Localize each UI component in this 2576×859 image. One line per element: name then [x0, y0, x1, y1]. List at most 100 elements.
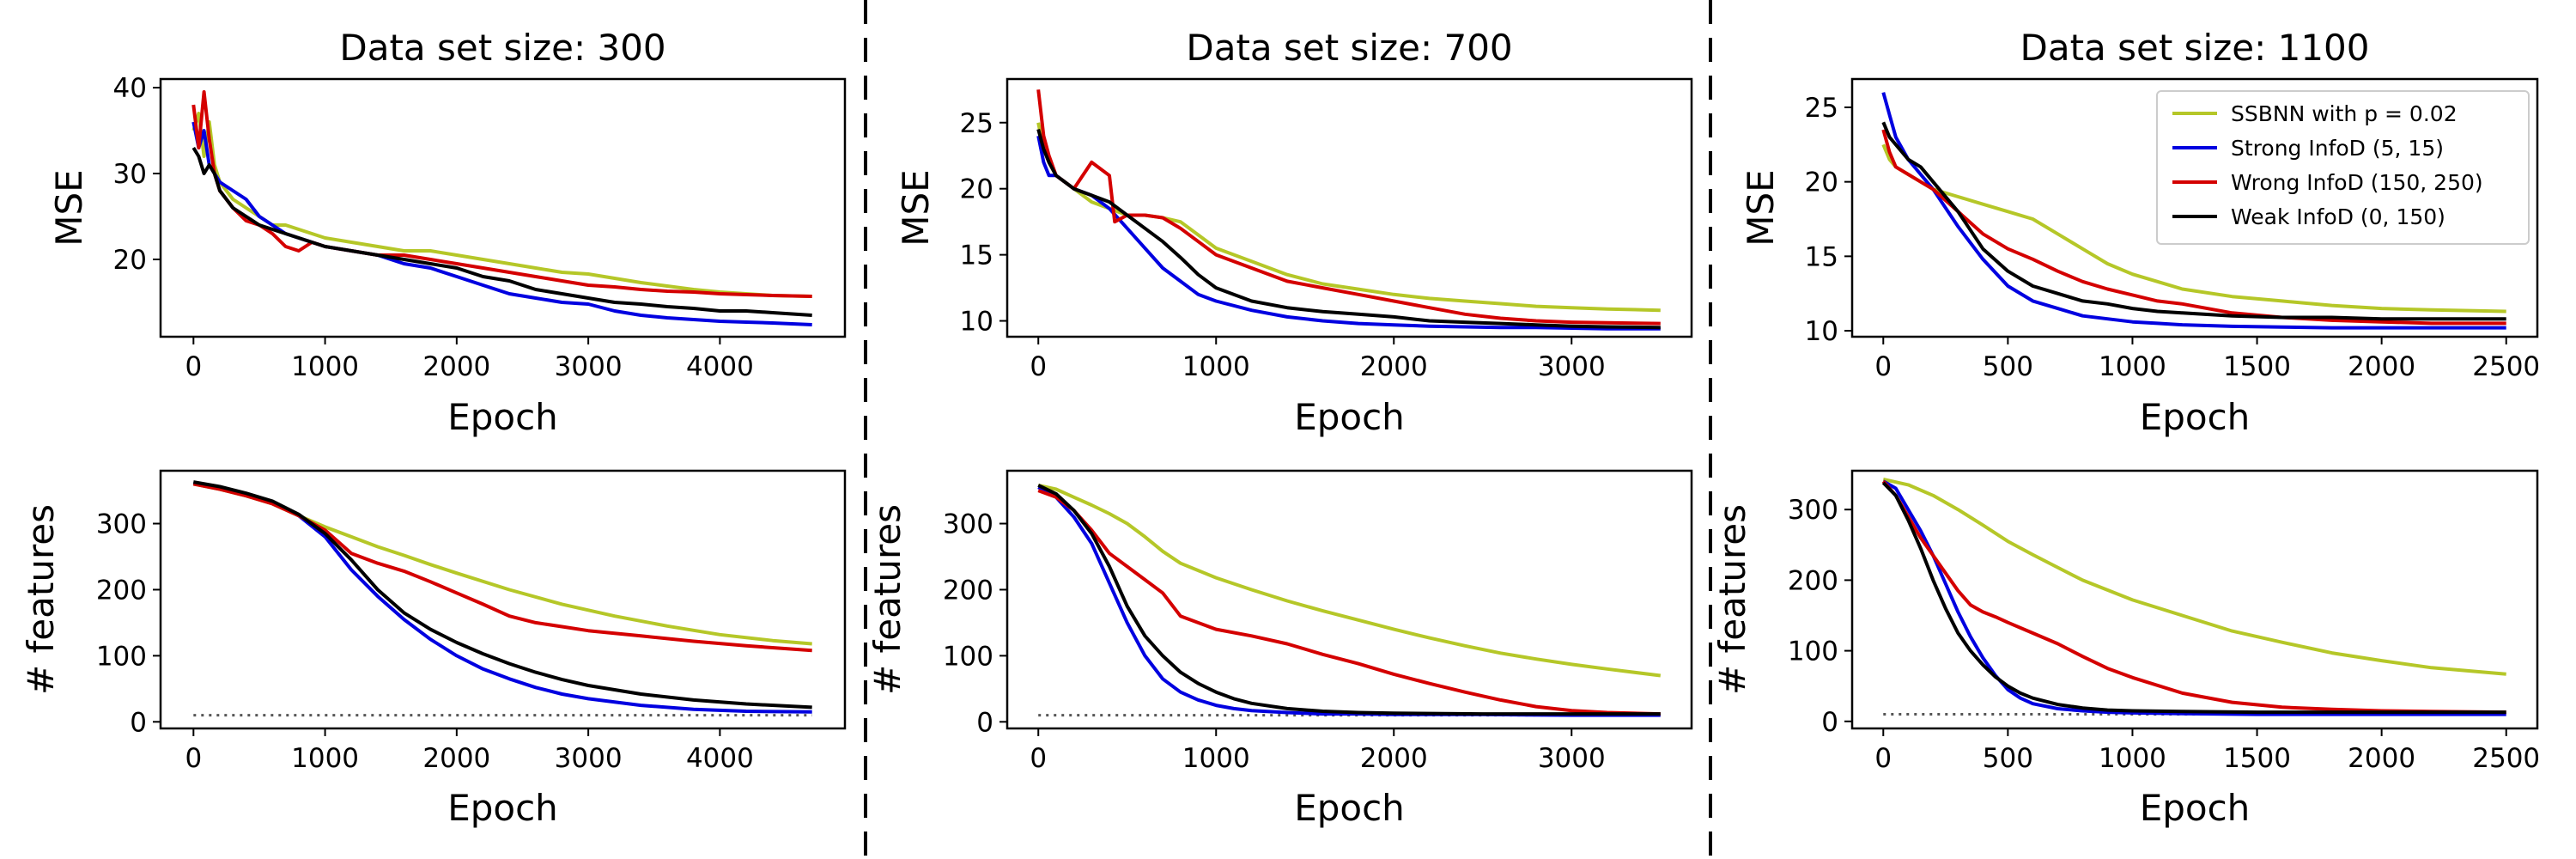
series-line-4: [1036, 128, 1661, 330]
series-line-2: [192, 480, 812, 714]
legend-label: Weak InfoD (0, 150): [2231, 204, 2445, 229]
x-tick-label: 1000: [2099, 351, 2166, 382]
series-line-4: [1881, 481, 2506, 715]
mse-panel-300: Data set size: 300 0 1000 2000 3000 4000 20 30 4…: [48, 27, 847, 438]
y-tick-label: 40: [113, 73, 147, 104]
plot-frame: [1005, 469, 1693, 730]
y-axis-label: MSE: [1740, 169, 1782, 246]
y-tick-label: 10: [960, 307, 993, 338]
y-tick-label: 300: [943, 509, 993, 540]
x-tick-label: 2000: [1360, 351, 1428, 382]
y-tick-label: 20: [960, 174, 993, 205]
x-tick-label: 2000: [422, 351, 490, 382]
x-tick-label: 2000: [2348, 743, 2415, 774]
x-tick-label: 0: [1874, 743, 1892, 774]
x-axis-label: Epoch: [447, 787, 558, 829]
plot-frame: [159, 469, 847, 730]
x-axis-label: Epoch: [1294, 396, 1405, 438]
y-tick-label: 0: [130, 707, 147, 738]
x-tick-label: 2000: [422, 743, 490, 774]
x-tick-label: 3000: [555, 743, 623, 774]
legend-label: SSBNN with p = 0.02: [2231, 101, 2458, 126]
x-tick-label: 2000: [2348, 351, 2415, 382]
series-line-2: [1036, 135, 1661, 331]
series-line-4: [191, 146, 812, 317]
x-tick-label: 500: [1983, 743, 2033, 774]
series-line-2: [191, 121, 812, 326]
x-tick-label: 3000: [1538, 351, 1606, 382]
x-tick-label: 1500: [2223, 743, 2291, 774]
x-axis-label: Epoch: [447, 396, 558, 438]
y-tick-label: 25: [960, 108, 993, 139]
series-line-3: [191, 90, 812, 298]
plot-frame: [1850, 469, 2539, 730]
series-line-3: [1881, 479, 2506, 715]
x-tick-label: 0: [185, 743, 202, 774]
column-separators: [864, 0, 1712, 859]
x-tick-label: 3000: [555, 351, 623, 382]
series-line-3: [192, 482, 812, 653]
y-axis-label: # features: [866, 504, 908, 695]
series-line-1: [191, 112, 812, 298]
y-tick-label: 15: [1805, 241, 1838, 272]
mse-panel-1100: Data set size: 1100 0 500 1000 1500 2000 2500 1…: [1740, 27, 2540, 438]
chart-title: Data set size: 1100: [2020, 27, 2370, 69]
chart-title: Data set size: 300: [339, 27, 665, 69]
x-tick-label: 0: [1030, 351, 1047, 382]
y-tick-label: 200: [943, 575, 993, 606]
series-line-4: [192, 480, 812, 710]
x-tick-label: 2000: [1360, 743, 1428, 774]
y-axis-label: MSE: [48, 169, 90, 246]
legend-label: Wrong InfoD (150, 250): [2231, 170, 2483, 195]
series-line-3: [1037, 489, 1661, 716]
series-line-4: [1881, 121, 2506, 321]
y-axis-label: # features: [20, 504, 62, 695]
x-tick-label: 4000: [686, 351, 754, 382]
y-tick-label: 25: [1805, 93, 1838, 124]
x-axis-label: Epoch: [2140, 396, 2251, 438]
chart-title: Data set size: 700: [1186, 27, 1512, 69]
y-axis-label: MSE: [895, 169, 937, 246]
y-tick-label: 20: [1805, 168, 1838, 198]
x-tick-label: 0: [1874, 351, 1892, 382]
mse-panel-700: Data set size: 700 0 1000 2000 3000 10 15 20 25 E…: [895, 27, 1693, 438]
series-line-1: [1882, 477, 2506, 676]
x-tick-label: 1000: [2099, 743, 2166, 774]
x-tick-label: 3000: [1538, 743, 1606, 774]
y-tick-label: 100: [1788, 637, 1838, 667]
y-tick-label: 0: [1821, 707, 1838, 738]
features-panel-700: 0 1000 2000 3000 0 100 200 300 Epoch # features: [866, 469, 1693, 829]
series-line-2: [1037, 485, 1661, 717]
y-tick-label: 100: [96, 641, 147, 672]
x-tick-label: 0: [1030, 743, 1047, 774]
x-tick-label: 500: [1983, 351, 2033, 382]
x-axis-label: Epoch: [2140, 787, 2251, 829]
x-tick-label: 1000: [291, 351, 359, 382]
x-tick-label: 1000: [1182, 351, 1250, 382]
x-tick-label: 0: [185, 351, 202, 382]
plot-frame: [159, 77, 847, 338]
y-tick-label: 0: [976, 707, 993, 738]
series-line-4: [1037, 484, 1661, 716]
y-tick-label: 100: [943, 641, 993, 672]
y-tick-label: 10: [1805, 316, 1838, 347]
x-tick-label: 1500: [2223, 351, 2291, 382]
y-tick-label: 300: [1788, 495, 1838, 526]
x-tick-label: 2500: [2472, 743, 2540, 774]
y-tick-label: 300: [96, 509, 147, 540]
series-line-2: [1881, 92, 2506, 330]
features-panel-1100: 0 500 1000 1500 2000 2500 0 100 200 300 Epoch # fea…: [1711, 469, 2540, 829]
y-tick-label: 200: [1788, 565, 1838, 596]
series-line-2: [1882, 479, 2506, 716]
y-tick-label: 200: [96, 575, 147, 606]
y-tick-label: 15: [960, 241, 993, 271]
y-tick-label: 30: [113, 159, 147, 190]
features-panel-300: 0 1000 2000 3000 4000 0 100 200 300 Epoch # featur…: [20, 469, 847, 829]
x-tick-label: 2500: [2472, 351, 2540, 382]
y-tick-label: 20: [113, 245, 147, 276]
x-tick-label: 1000: [291, 743, 359, 774]
x-axis-label: Epoch: [1294, 787, 1405, 829]
x-tick-label: 4000: [686, 743, 754, 774]
y-axis-label: # features: [1711, 504, 1753, 695]
